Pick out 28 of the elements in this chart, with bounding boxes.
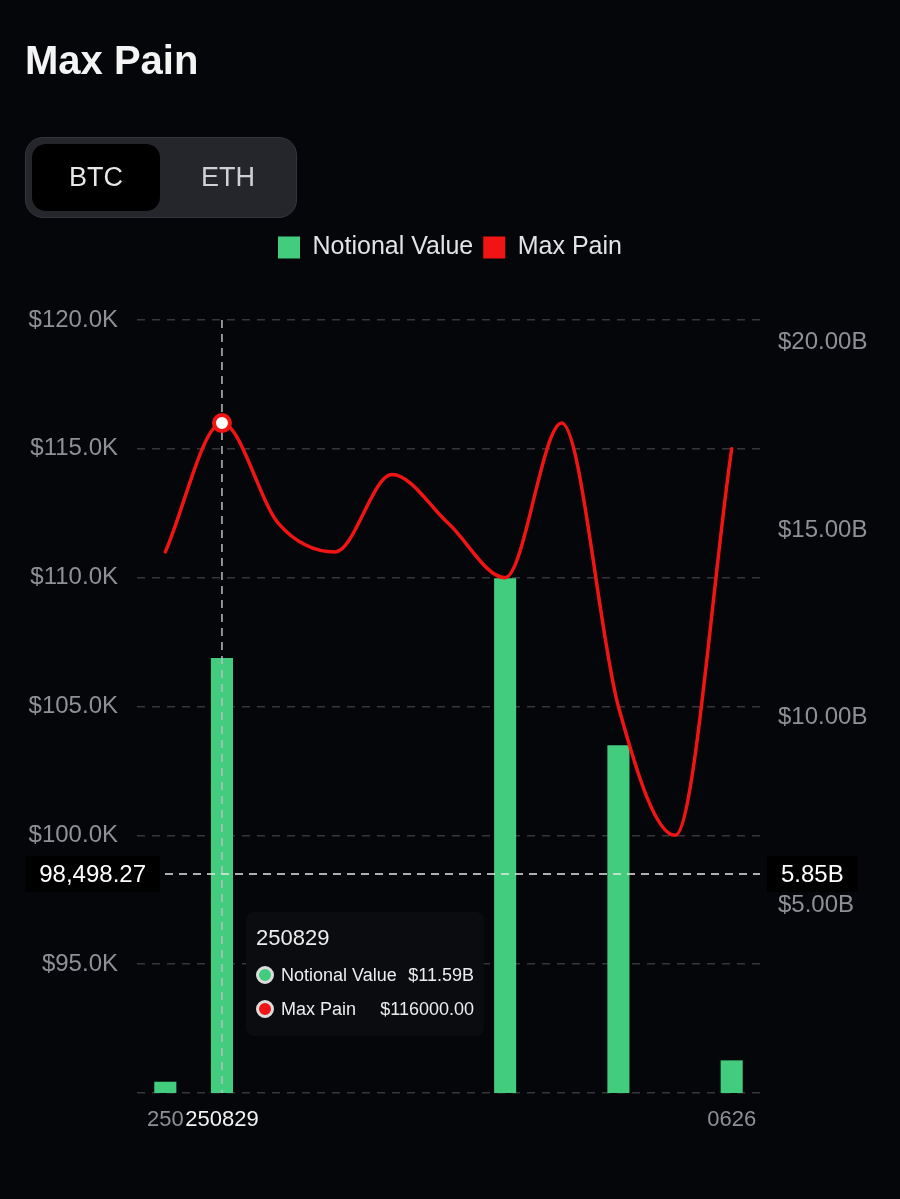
tooltip-panel: 250829 Notional Value $11.59B Max Pain $116000.00 [246, 912, 484, 1036]
annotation: $11.59B [408, 964, 474, 987]
bar [210, 658, 233, 1093]
annotation: $116000.00 [380, 998, 474, 1021]
y-tick-label: $115.0K [30, 433, 118, 461]
text: Notional Value [312, 231, 474, 260]
y-tick-label: $95.0K [41, 948, 118, 976]
bar [154, 1081, 177, 1093]
y-tick-label: $100.0K [28, 819, 118, 847]
y2-tick-label: $15.00B [778, 514, 868, 542]
chart-title: Max Pain [25, 37, 199, 84]
x-tick-label: 0626 [707, 1106, 757, 1132]
text: 5.85B [781, 859, 844, 887]
y2-tick-label: $10.00B [778, 702, 868, 730]
y2-tick-label: $5.00B [778, 890, 855, 917]
x-tick-label: 250 [146, 1106, 184, 1132]
bar [720, 1060, 743, 1093]
bar [494, 578, 517, 1093]
y-tick-label: $120.0K [28, 304, 118, 332]
segmented-toggle: BTC ETH [25, 137, 297, 218]
ref-line-label: 98,498.27 [39, 859, 147, 887]
x-tick-label: 250829 [185, 1106, 259, 1132]
bar [607, 745, 630, 1093]
y2-tick-label: $20.00B [778, 327, 868, 355]
y-tick-label: $105.0K [28, 691, 118, 719]
legend-label: Max Pain [517, 231, 622, 260]
legend-label: Notional Value [281, 964, 398, 987]
y-tick-label: $110.0K [30, 562, 118, 590]
